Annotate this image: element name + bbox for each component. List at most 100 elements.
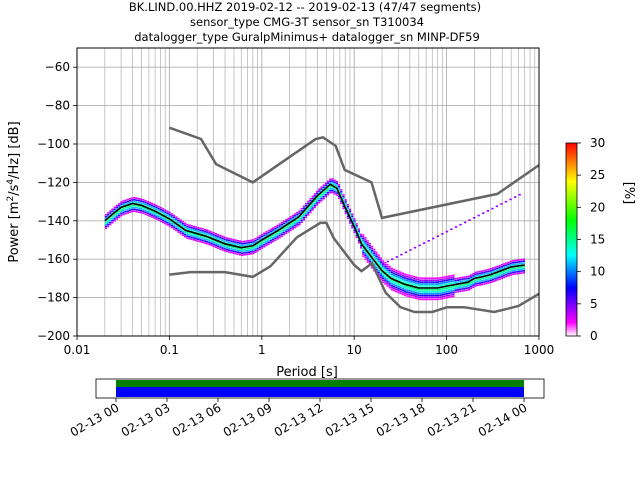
psd-cell bbox=[322, 186, 325, 188]
psd-cell bbox=[263, 244, 266, 246]
psd-cell bbox=[476, 282, 479, 285]
psd-cell bbox=[285, 232, 288, 234]
psd-cell bbox=[311, 203, 314, 205]
psd-cell bbox=[234, 239, 237, 241]
psd-outlier-cell bbox=[463, 221, 467, 224]
psd-cell bbox=[505, 262, 508, 264]
psd-cell bbox=[434, 289, 437, 291]
psd-cell bbox=[364, 237, 367, 239]
psd-cell bbox=[274, 233, 277, 236]
psd-cell bbox=[419, 285, 422, 287]
psd-cell bbox=[489, 271, 492, 274]
psd-cell bbox=[256, 240, 259, 243]
colorbar-tick-label: 5 bbox=[590, 297, 598, 311]
psd-cell bbox=[115, 212, 118, 215]
psd-cell bbox=[305, 216, 308, 219]
psd-cell bbox=[382, 264, 385, 266]
y-axis-label-sup2: 4 bbox=[6, 179, 16, 185]
psd-cell bbox=[113, 210, 116, 212]
psd-cell bbox=[153, 207, 156, 210]
psd-cell bbox=[450, 278, 453, 281]
psd-cell bbox=[111, 208, 114, 210]
psd-cell bbox=[423, 279, 426, 281]
psd-cell bbox=[419, 277, 422, 279]
psd-cell bbox=[388, 267, 391, 270]
psd-cell bbox=[129, 207, 132, 210]
psd-cell bbox=[371, 247, 374, 250]
psd-cell bbox=[362, 243, 365, 246]
psd-cell bbox=[397, 274, 400, 276]
psd-cell bbox=[131, 210, 134, 213]
psd-cell bbox=[331, 182, 334, 184]
psd-cell bbox=[311, 195, 314, 198]
psd-cell bbox=[291, 224, 294, 226]
psd-cell bbox=[230, 249, 233, 252]
psd-cell bbox=[120, 205, 123, 207]
psd-cell bbox=[129, 209, 132, 212]
psd-cell bbox=[377, 269, 380, 272]
psd-cell bbox=[318, 196, 321, 198]
psd-cell bbox=[518, 268, 521, 271]
x-tick-label: 1000 bbox=[524, 343, 555, 357]
psd-cell bbox=[478, 280, 481, 282]
psd-cell bbox=[485, 280, 488, 283]
psd-cell bbox=[188, 228, 191, 230]
psd-cell bbox=[507, 269, 510, 271]
psd-cell bbox=[514, 261, 517, 264]
psd-cell bbox=[252, 243, 255, 245]
psd-cell bbox=[175, 216, 178, 218]
psd-cell bbox=[360, 239, 363, 241]
psd-cell bbox=[291, 222, 294, 224]
psd-cell bbox=[232, 248, 235, 251]
psd-cell bbox=[423, 281, 426, 283]
psd-cell bbox=[168, 213, 171, 216]
psd-cell bbox=[448, 277, 451, 279]
psd-cell bbox=[135, 199, 138, 201]
psd-cell bbox=[434, 298, 437, 301]
psd-cell bbox=[373, 254, 376, 257]
psd-cell bbox=[437, 292, 440, 295]
psd-cell bbox=[318, 188, 321, 190]
psd-cell bbox=[278, 236, 281, 239]
psd-cell bbox=[184, 230, 187, 232]
psd-cell bbox=[287, 221, 290, 223]
psd-cell bbox=[258, 248, 261, 251]
psd-cell bbox=[287, 229, 290, 231]
psd-cell bbox=[329, 191, 332, 194]
psd-cell bbox=[419, 294, 422, 297]
psd-cell bbox=[428, 298, 431, 301]
psd-cell bbox=[274, 237, 277, 240]
psd-cell bbox=[228, 251, 231, 253]
psd-cell bbox=[430, 298, 433, 301]
time-tick-label: 02-13 18 bbox=[374, 400, 428, 439]
psd-cell bbox=[159, 220, 162, 223]
psd-cell bbox=[401, 293, 404, 296]
time-tick-label: 02-13 06 bbox=[170, 400, 224, 439]
psd-cell bbox=[331, 180, 334, 182]
psd-cell bbox=[364, 242, 367, 245]
psd-cell bbox=[408, 278, 411, 281]
psd-cell bbox=[252, 248, 255, 251]
psd-cell bbox=[437, 285, 440, 287]
psd-cell bbox=[283, 228, 286, 230]
psd-cell bbox=[522, 258, 525, 261]
psd-cell bbox=[412, 283, 415, 286]
psd-cell bbox=[355, 234, 358, 237]
psd-cell bbox=[122, 200, 125, 202]
psd-cell bbox=[261, 237, 264, 240]
psd-cell bbox=[452, 291, 455, 294]
psd-cell bbox=[228, 241, 231, 244]
psd-cell bbox=[107, 225, 110, 228]
x-tick-label: 0.1 bbox=[160, 343, 179, 357]
psd-cell bbox=[247, 247, 250, 250]
y-tick-label: −160 bbox=[37, 252, 70, 266]
psd-cell bbox=[305, 210, 308, 213]
psd-cell bbox=[487, 272, 490, 275]
psd-cell bbox=[166, 220, 169, 222]
psd-cell bbox=[518, 266, 521, 269]
psd-cell bbox=[450, 276, 453, 279]
psd-cell bbox=[410, 296, 413, 298]
psd-cell bbox=[324, 192, 327, 194]
psd-cell bbox=[146, 214, 149, 216]
psd-cell bbox=[428, 290, 431, 293]
